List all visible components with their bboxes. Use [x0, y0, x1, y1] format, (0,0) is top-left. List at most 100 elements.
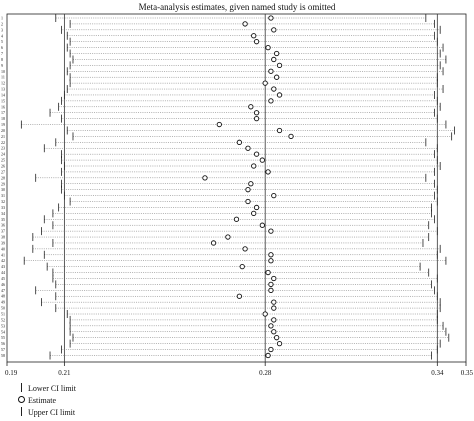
estimate-point — [210, 240, 217, 246]
estimate-point — [259, 157, 265, 163]
estimate-point — [271, 27, 277, 33]
estimate-point — [271, 305, 277, 311]
row-label: 22 — [1, 140, 5, 145]
row-label: 37 — [1, 229, 5, 234]
estimate-point — [271, 56, 277, 63]
row-label: 19 — [1, 122, 5, 127]
row-label: 49 — [1, 300, 5, 305]
row-label: 44 — [1, 270, 5, 275]
row-label: 16 — [1, 104, 5, 109]
estimate-point — [251, 210, 257, 217]
estimate-point — [268, 258, 274, 264]
lower-ci-marker-icon — [20, 382, 22, 392]
estimate-point — [251, 33, 257, 39]
row-label: 58 — [1, 353, 5, 358]
estimate-point — [233, 216, 240, 222]
estimate-point — [239, 263, 245, 270]
row-label: 9 — [1, 63, 3, 68]
legend-label: Estimate — [28, 395, 56, 405]
legend-item-lower-ci: Lower CI limit — [14, 382, 76, 394]
estimate-point — [202, 175, 208, 181]
row-label: 57 — [1, 347, 5, 352]
estimate-point — [253, 204, 260, 211]
row-label: 40 — [1, 246, 5, 251]
legend-label: Lower CI limit — [28, 383, 76, 393]
row-label: 13 — [1, 87, 5, 92]
row-label: 39 — [1, 240, 5, 245]
row-label: 4 — [1, 33, 3, 38]
row-label: 54 — [1, 329, 5, 334]
estimate-point — [274, 50, 280, 57]
estimate-point — [245, 187, 251, 193]
estimate-point — [276, 62, 283, 69]
estimate-point — [268, 281, 274, 288]
row-label: 18 — [1, 116, 5, 121]
estimate-point — [268, 346, 274, 353]
row-label: 10 — [1, 69, 5, 74]
x-tick-label: 0.35 — [461, 369, 474, 377]
row-label: 2 — [1, 21, 3, 26]
x-tick-label: 0.28 — [259, 369, 272, 377]
estimate-point — [253, 39, 260, 45]
estimate-point — [271, 192, 277, 199]
row-label: 52 — [1, 317, 5, 322]
row-label: 8 — [1, 57, 3, 62]
upper-ci-marker-icon — [20, 406, 22, 416]
estimate-point — [225, 234, 231, 240]
row-label: 51 — [1, 312, 5, 317]
row-label: 25 — [1, 158, 5, 163]
estimate-point — [262, 80, 268, 86]
legend-label: Upper CI limit — [28, 407, 76, 417]
row-label: 1 — [1, 16, 3, 21]
row-label: 20 — [1, 128, 5, 133]
row-label: 53 — [1, 323, 5, 328]
estimate-point — [271, 299, 277, 305]
row-label: 56 — [1, 341, 5, 346]
row-label: 38 — [1, 235, 5, 240]
estimate-point — [216, 121, 222, 128]
row-label: 21 — [1, 134, 5, 139]
row-label: 17 — [1, 110, 5, 115]
row-label: 27 — [1, 169, 5, 174]
row-label: 26 — [1, 164, 5, 169]
estimate-point — [274, 335, 280, 341]
row-label: 7 — [1, 51, 3, 56]
estimate-point — [268, 15, 274, 21]
estimate-point — [259, 222, 265, 228]
legend-item-estimate: Estimate — [14, 394, 76, 406]
row-label: 33 — [1, 205, 5, 210]
row-label: 47 — [1, 288, 5, 293]
estimate-point — [265, 44, 271, 51]
estimate-point — [271, 86, 277, 92]
estimate-point — [271, 329, 277, 335]
row-label: 41 — [1, 252, 5, 257]
estimate-point — [268, 252, 274, 258]
row-label: 12 — [1, 81, 5, 86]
estimate-point — [253, 115, 260, 122]
chart-title: Meta-analysis estimates, given named stu… — [138, 2, 336, 12]
estimate-point — [245, 145, 251, 151]
estimate-point — [245, 198, 251, 205]
estimate-point — [268, 68, 274, 74]
estimate-point — [271, 317, 277, 323]
row-label: 5 — [1, 39, 3, 44]
estimate-point — [262, 311, 268, 317]
forest-plot: 1234567891011121314151617181920212223242… — [1, 13, 474, 377]
row-label: 14 — [1, 92, 5, 97]
row-label: 24 — [1, 152, 5, 157]
estimate-point — [248, 181, 254, 187]
row-label: 15 — [1, 98, 5, 103]
estimate-point — [288, 133, 294, 140]
row-label: 32 — [1, 199, 5, 204]
row-label: 29 — [1, 181, 5, 186]
estimate-point — [265, 169, 271, 175]
x-tick-label: 0.34 — [431, 369, 444, 377]
legend-item-upper-ci: Upper CI limit — [14, 406, 76, 418]
estimate-point — [236, 139, 243, 145]
estimate-point — [265, 269, 271, 276]
row-label: 42 — [1, 258, 5, 263]
row-label: 36 — [1, 223, 5, 228]
estimate-point — [276, 92, 283, 98]
row-label: 48 — [1, 294, 5, 299]
row-label: 6 — [1, 45, 3, 50]
